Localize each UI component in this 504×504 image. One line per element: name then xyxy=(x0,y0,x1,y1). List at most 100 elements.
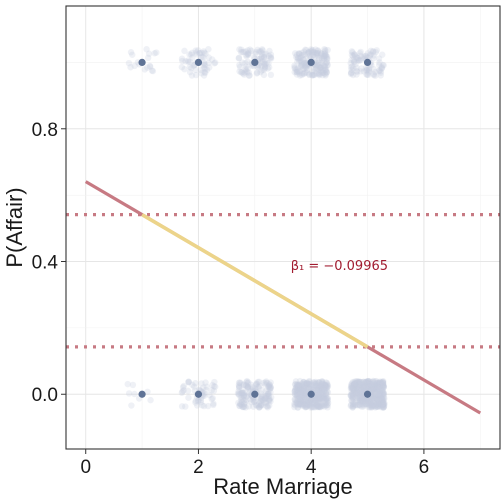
jitter-point xyxy=(305,384,312,391)
jitter-point xyxy=(322,52,330,59)
jitter-point xyxy=(302,403,310,410)
jitter-point xyxy=(297,57,304,64)
jitter-point xyxy=(363,379,370,386)
jitter-point xyxy=(266,47,273,55)
jitter-point xyxy=(265,60,272,67)
jitter-point xyxy=(310,71,318,78)
jitter-point xyxy=(305,49,312,56)
jitter-point xyxy=(379,395,387,403)
jitter-point xyxy=(378,388,386,396)
jitter-point xyxy=(376,395,383,402)
jitter-point xyxy=(323,395,330,402)
jitter-point xyxy=(301,382,309,390)
jitter-point xyxy=(265,382,273,390)
jitter-point xyxy=(314,403,322,411)
jitter-point xyxy=(376,59,383,66)
jitter-point xyxy=(238,389,246,397)
jitter-point xyxy=(310,379,317,386)
jitter-point xyxy=(355,384,362,391)
jitter-point xyxy=(205,54,212,61)
jitter-point xyxy=(145,50,153,57)
jitter-point xyxy=(264,65,272,72)
jitter-point xyxy=(300,379,308,386)
jitter-point xyxy=(308,398,316,405)
jitter-point xyxy=(358,397,365,405)
jitter-point xyxy=(235,381,243,389)
jitter-point xyxy=(291,68,298,76)
jitter-point xyxy=(373,47,380,54)
jitter-point xyxy=(324,395,331,403)
jitter-point xyxy=(355,55,362,62)
jitter-point xyxy=(317,384,325,391)
jitter-point xyxy=(317,382,324,389)
jitter-point xyxy=(178,63,186,71)
jitter-point xyxy=(210,401,217,409)
jitter-point xyxy=(357,56,364,64)
jitter-point xyxy=(245,49,253,57)
jitter-point xyxy=(259,58,266,65)
jitter-point xyxy=(355,386,362,394)
jitter-point xyxy=(370,52,377,59)
jitter-point xyxy=(380,382,388,389)
jitter-point xyxy=(209,395,216,402)
jitter-point xyxy=(350,387,358,395)
jitter-point xyxy=(178,403,186,410)
jitter-point xyxy=(306,381,313,388)
jitter-point xyxy=(365,65,373,72)
jitter-point xyxy=(300,57,307,64)
jitter-point xyxy=(253,380,261,387)
jitter-point xyxy=(314,396,322,404)
jitter-point xyxy=(368,399,375,406)
jitter-point xyxy=(349,378,357,386)
jitter-point xyxy=(322,390,330,397)
jitter-point xyxy=(315,395,322,402)
jitter-point xyxy=(295,54,303,61)
jitter-point xyxy=(317,68,325,76)
jitter-point xyxy=(237,401,244,408)
jitter-point xyxy=(238,389,246,397)
jitter-point xyxy=(369,403,376,410)
jitter-point xyxy=(380,401,387,408)
jitter-point xyxy=(294,404,302,411)
jitter-point xyxy=(348,391,355,398)
jitter-point xyxy=(294,67,301,75)
jitter-point xyxy=(323,55,331,63)
jitter-point xyxy=(320,395,328,403)
jitter-point xyxy=(379,390,386,398)
jitter-point xyxy=(315,384,322,391)
jitter-point xyxy=(245,51,252,59)
jitter-point xyxy=(238,394,245,401)
jitter-point xyxy=(354,385,362,393)
jitter-point xyxy=(374,401,382,408)
jitter-point xyxy=(350,387,358,394)
jitter-point xyxy=(372,400,379,407)
jitter-point xyxy=(192,397,199,405)
jitter-point xyxy=(212,383,219,390)
jitter-point xyxy=(371,381,379,388)
jitter-point xyxy=(297,396,304,404)
jitter-point xyxy=(379,51,386,58)
jitter-point xyxy=(252,48,259,56)
jitter-point xyxy=(366,398,373,406)
jitter-point xyxy=(311,67,318,74)
jitter-point xyxy=(307,53,315,60)
jitter-point xyxy=(209,381,216,389)
jitter-point xyxy=(356,56,363,64)
jitter-point xyxy=(245,383,252,391)
jitter-point xyxy=(357,68,364,75)
jitter-point xyxy=(293,385,300,393)
jitter-point xyxy=(364,377,372,385)
jitter-point xyxy=(302,389,309,397)
jitter-point xyxy=(261,395,269,403)
jitter-point xyxy=(291,64,298,71)
jitter-point xyxy=(368,386,376,393)
jitter-point xyxy=(377,68,384,75)
jitter-point xyxy=(356,398,363,406)
jitter-point xyxy=(360,401,367,408)
jitter-point xyxy=(313,51,320,59)
jitter-point xyxy=(241,69,248,76)
jitter-point xyxy=(321,70,328,77)
jitter-point xyxy=(266,396,273,404)
jitter-point xyxy=(192,71,200,79)
jitter-point xyxy=(238,398,246,406)
